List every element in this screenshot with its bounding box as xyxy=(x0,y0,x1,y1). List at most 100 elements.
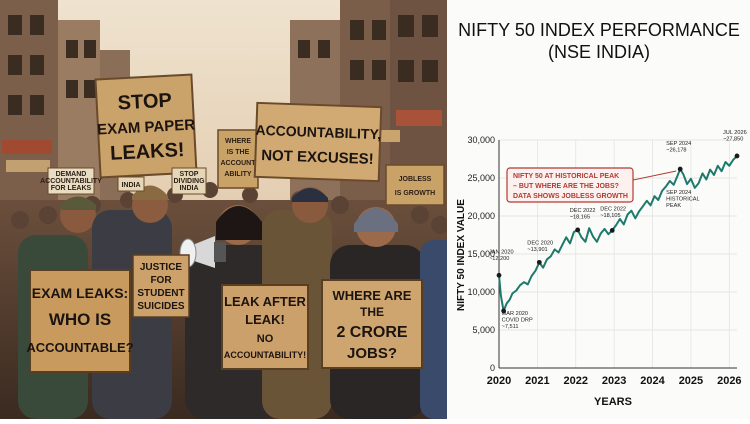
annotation-label: DEC 2022 xyxy=(600,206,626,212)
x-tick-label: 2026 xyxy=(717,375,741,387)
svg-text:JOBLESS: JOBLESS xyxy=(399,176,432,183)
sign-stop-line-2: EXAM PAPER xyxy=(97,116,196,138)
megaphone xyxy=(179,236,226,268)
sign-demand-accountability: DEMAND ACCOUNTABILITY FOR LEAKS xyxy=(40,167,102,195)
x-axis-label: YEARS xyxy=(594,396,632,408)
svg-text:WHO IS: WHO IS xyxy=(49,310,111,329)
svg-text:IS THE: IS THE xyxy=(227,149,250,156)
annotation-label: ~27,850 xyxy=(723,136,743,142)
annotation-label: ~7,511 xyxy=(502,324,519,330)
svg-text:ACCOUNTABLE?: ACCOUNTABLE? xyxy=(26,340,133,355)
nifty-line-chart: NIFTY 50 INDEX PERFORMANCE (NSE INDIA) N… xyxy=(456,20,747,408)
sign-where-are-jobs: WHERE ARE THE 2 CRORE JOBS? xyxy=(321,279,423,369)
svg-text:INDIA: INDIA xyxy=(179,185,198,192)
series-group xyxy=(498,155,738,312)
x-tick-label: 2025 xyxy=(679,375,703,387)
annotation-label: ~12,200 xyxy=(489,256,509,262)
annotation-label: JAN 2020 xyxy=(489,249,514,255)
annotation-label: PEAK xyxy=(666,203,681,209)
y-tick-label: 30,000 xyxy=(467,135,495,145)
svg-text:INDIA: INDIA xyxy=(121,182,140,189)
svg-text:JUSTICE: JUSTICE xyxy=(140,262,183,273)
sign-stop-dividing-india: STOP DIVIDING INDIA xyxy=(171,167,207,195)
svg-text:ABILITY: ABILITY xyxy=(224,171,252,178)
annotation-label: ~26,178 xyxy=(666,148,686,154)
callout-line: DATA SHOWS JOBLESS GROWTH xyxy=(513,193,628,200)
y-axis-label: NIFTY 50 INDEX VALUE xyxy=(456,199,467,311)
y-tick-labels: 0 5,000 10,000 15,000 20,000 25,000 30,000 xyxy=(467,135,495,373)
x-tick-label: 2020 xyxy=(487,375,511,387)
callout-rect xyxy=(506,167,634,203)
sign-leak-after-leak: LEAK AFTER LEAK! NO ACCOUNTABILITY! xyxy=(221,284,309,370)
svg-text:SUICIDES: SUICIDES xyxy=(137,301,185,312)
sign-stop-exam-paper-leaks: STOP EXAM PAPER LEAKS! xyxy=(94,73,198,179)
x-tick-label: 2022 xyxy=(564,375,588,387)
svg-text:STOP: STOP xyxy=(180,171,199,178)
annotation-label: HISTORICAL xyxy=(666,196,699,202)
sign-accountability-not-excuses: ACCOUNTABILITY, NOT EXCUSES! xyxy=(253,101,383,183)
y-tick-label: 0 xyxy=(490,363,495,373)
svg-text:LEAK AFTER: LEAK AFTER xyxy=(224,294,306,309)
y-tick-label: 25,000 xyxy=(467,173,495,183)
svg-text:FOR: FOR xyxy=(150,275,172,286)
callout-arrow xyxy=(632,170,677,181)
callout-line: NIFTY 50 AT HISTORICAL PEAK xyxy=(513,173,619,180)
svg-text:ACCOUNTABILITY!: ACCOUNTABILITY! xyxy=(224,350,306,360)
svg-text:DIVIDING: DIVIDING xyxy=(173,178,205,185)
y-tick-label: 10,000 xyxy=(467,287,495,297)
x-tick-label: 2023 xyxy=(602,375,626,387)
annotation-marker xyxy=(501,308,507,314)
sign-stop-line-3: LEAKS! xyxy=(110,139,186,165)
annotation-marker xyxy=(677,166,683,172)
protest-photo: STOP EXAM PAPER LEAKS! WHERE IS THE ACCO… xyxy=(0,0,447,419)
svg-text:LEAK!: LEAK! xyxy=(245,312,285,327)
annotation-marker xyxy=(609,228,615,233)
annotation-label: ~13,901 xyxy=(527,247,547,253)
x-tick-label: 2021 xyxy=(525,375,549,387)
svg-text:ACCOUNTABILITY: ACCOUNTABILITY xyxy=(40,178,102,185)
annotation-label: MAR 2020 xyxy=(502,311,528,317)
annotation-label: DEC 2022 xyxy=(570,208,596,214)
y-tick-label: 5,000 xyxy=(472,325,495,335)
annotation-marker xyxy=(734,153,740,159)
x-tick-label: 2024 xyxy=(640,375,665,387)
svg-text:IS GROWTH: IS GROWTH xyxy=(395,190,435,197)
annotation-marker xyxy=(536,259,542,265)
svg-text:DEMAND: DEMAND xyxy=(56,171,87,178)
svg-text:ACCOUNTABILITY,: ACCOUNTABILITY, xyxy=(255,122,381,142)
series-line-nifty xyxy=(498,155,738,312)
y-tick-label: 20,000 xyxy=(467,211,495,221)
chart-subtitle: (NSE INDIA) xyxy=(548,42,650,62)
svg-text:NOT EXCUSES!: NOT EXCUSES! xyxy=(261,147,374,168)
svg-text:FOR LEAKS: FOR LEAKS xyxy=(51,185,92,192)
sign-jobless-growth: JOBLESS IS GROWTH xyxy=(385,164,445,206)
svg-text:EXAM LEAKS:: EXAM LEAKS: xyxy=(32,285,128,301)
svg-text:NO: NO xyxy=(257,333,274,345)
svg-text:2 CRORE: 2 CRORE xyxy=(336,324,407,341)
sign-where-is-accountability: WHERE IS THE ACCOUNT ABILITY xyxy=(217,129,259,189)
annotation-label: ~18,105 xyxy=(600,213,620,219)
nifty-chart-panel: NIFTY 50 INDEX PERFORMANCE (NSE INDIA) N… xyxy=(447,0,750,419)
annotation-label: DEC 2020 xyxy=(527,240,553,246)
x-tick-labels: 2020 2021 2022 2023 2024 2025 2026 xyxy=(487,375,742,387)
callout-line: – BUT WHERE ARE THE JOBS? xyxy=(513,183,619,190)
axes xyxy=(498,140,737,369)
sign-exam-leaks: EXAM LEAKS: WHO IS ACCOUNTABLE? xyxy=(26,269,134,373)
callout-box: NIFTY 50 AT HISTORICAL PEAK – BUT WHERE A… xyxy=(506,167,677,203)
chart-title: NIFTY 50 INDEX PERFORMANCE xyxy=(458,20,740,40)
svg-text:STUDENT: STUDENT xyxy=(137,288,184,299)
sign-india: INDIA xyxy=(117,176,145,192)
annotation-label: SEP 2024 xyxy=(666,141,691,147)
annotation-label: ~18,165 xyxy=(570,214,590,220)
annotation-label: COVID DRP xyxy=(502,317,533,323)
svg-text:ACCOUNT: ACCOUNT xyxy=(221,160,257,167)
svg-text:WHERE ARE: WHERE ARE xyxy=(333,288,412,303)
svg-text:THE: THE xyxy=(360,305,384,319)
svg-text:WHERE: WHERE xyxy=(225,138,251,145)
sign-justice-student-suicides: JUSTICE FOR STUDENT SUICIDES xyxy=(132,254,190,318)
sign-stop-line-1: STOP xyxy=(117,90,172,115)
annotation-marker xyxy=(575,227,581,233)
y-tick-label: 15,000 xyxy=(467,249,495,259)
annotation-label: JUL 2026 xyxy=(723,130,747,136)
